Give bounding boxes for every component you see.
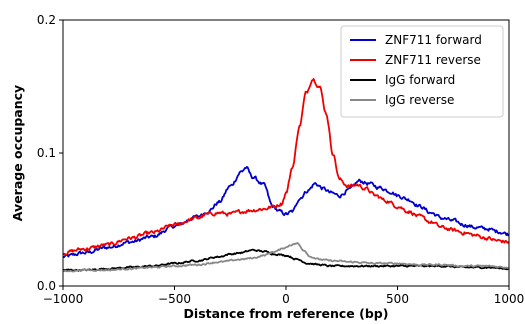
legend-box xyxy=(340,25,504,118)
x-tick-label: 500 xyxy=(386,292,409,306)
series-line-2 xyxy=(62,248,510,272)
y-axis-title: Average occupancy xyxy=(10,85,25,221)
x-tick-label: −500 xyxy=(158,292,191,306)
x-axis-title: Distance from reference (bp) xyxy=(184,306,389,321)
legend-label: ZNF711 reverse xyxy=(385,53,481,67)
x-tick-label: 1000 xyxy=(494,292,525,306)
y-tick-label: 0.0 xyxy=(37,279,56,293)
series-layer xyxy=(62,78,510,273)
legend-label: ZNF711 forward xyxy=(385,33,482,47)
legend-label: IgG forward xyxy=(385,73,455,87)
x-tick-label: −1000 xyxy=(43,292,84,306)
x-tick-label: 0 xyxy=(282,292,290,306)
series-line-0 xyxy=(62,166,510,258)
legend: ZNF711 forward ZNF711 reverse IgG forward I… xyxy=(340,25,504,118)
legend-label: IgG reverse xyxy=(385,93,454,107)
axis-ticks: −1000 −500 0 500 1000 0.0 0.1 0.2 xyxy=(37,13,524,306)
series-line-3 xyxy=(62,242,510,273)
y-tick-label: 0.2 xyxy=(37,13,56,27)
y-tick-label: 0.1 xyxy=(37,146,56,160)
series-line-1 xyxy=(62,78,510,256)
